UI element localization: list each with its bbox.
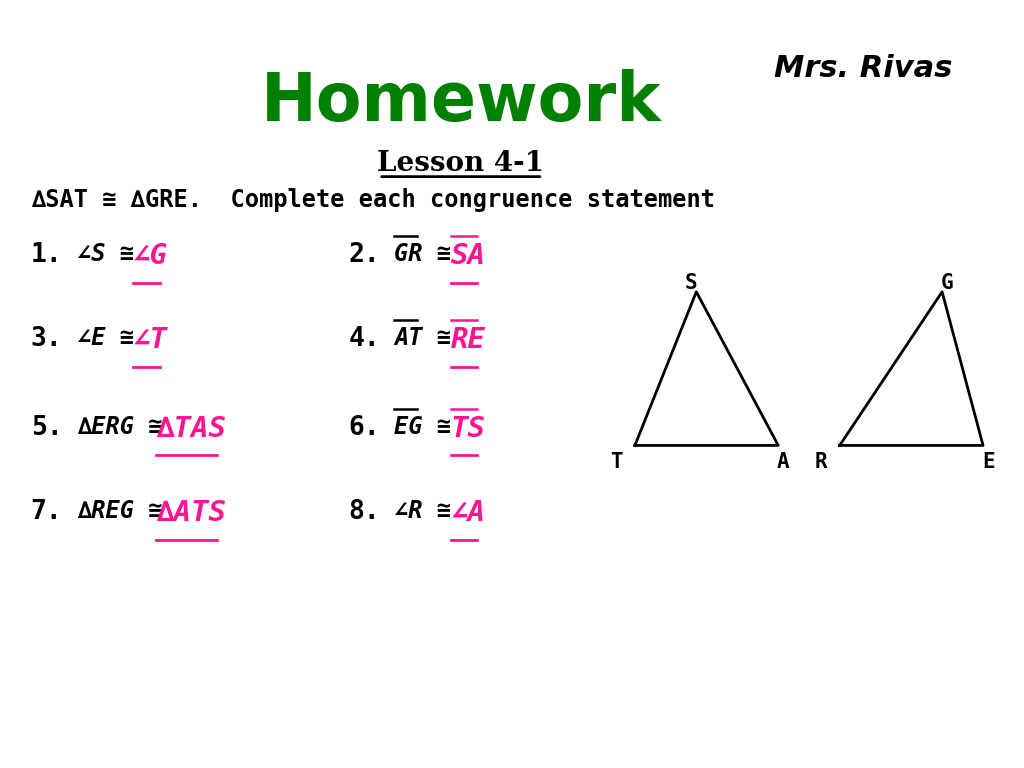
Text: Homework: Homework [260,69,662,135]
Text: 3.: 3. [31,326,62,353]
Text: TS: TS [451,415,485,442]
Text: 6.: 6. [348,415,380,441]
Text: ∠E ≅: ∠E ≅ [77,326,148,350]
Text: R: R [815,452,827,472]
Text: G: G [941,273,953,293]
Text: SA: SA [451,242,485,270]
Text: ∆TAS: ∆TAS [156,415,225,442]
Text: ∠A: ∠A [451,499,485,527]
Text: ∆SAT ≅ ∆GRE.  Complete each congruence statement: ∆SAT ≅ ∆GRE. Complete each congruence st… [31,188,715,212]
Text: ∠T: ∠T [133,326,168,354]
Text: GR ≅: GR ≅ [394,242,466,266]
Text: ∠S ≅: ∠S ≅ [77,242,148,266]
Text: Mrs. Rivas: Mrs. Rivas [774,54,952,83]
Text: 4.: 4. [348,326,380,353]
Text: T: T [610,452,623,472]
Text: E: E [982,452,994,472]
Text: ∠R ≅: ∠R ≅ [394,499,466,523]
Text: RE: RE [451,326,485,354]
Text: EG ≅: EG ≅ [394,415,466,439]
Text: ∆ERG ≅: ∆ERG ≅ [77,415,176,439]
Text: 7.: 7. [31,499,62,525]
Text: 8.: 8. [348,499,380,525]
Text: AT ≅: AT ≅ [394,326,466,350]
Text: ∆ATS: ∆ATS [156,499,225,527]
Text: A: A [777,452,790,472]
Text: Lesson 4-1: Lesson 4-1 [377,150,545,177]
Text: ∠G: ∠G [133,242,168,270]
Text: S: S [685,273,697,293]
Text: 2.: 2. [348,242,380,268]
Text: 1.: 1. [31,242,62,268]
Text: 5.: 5. [31,415,62,441]
Text: ∆REG ≅: ∆REG ≅ [77,499,176,523]
